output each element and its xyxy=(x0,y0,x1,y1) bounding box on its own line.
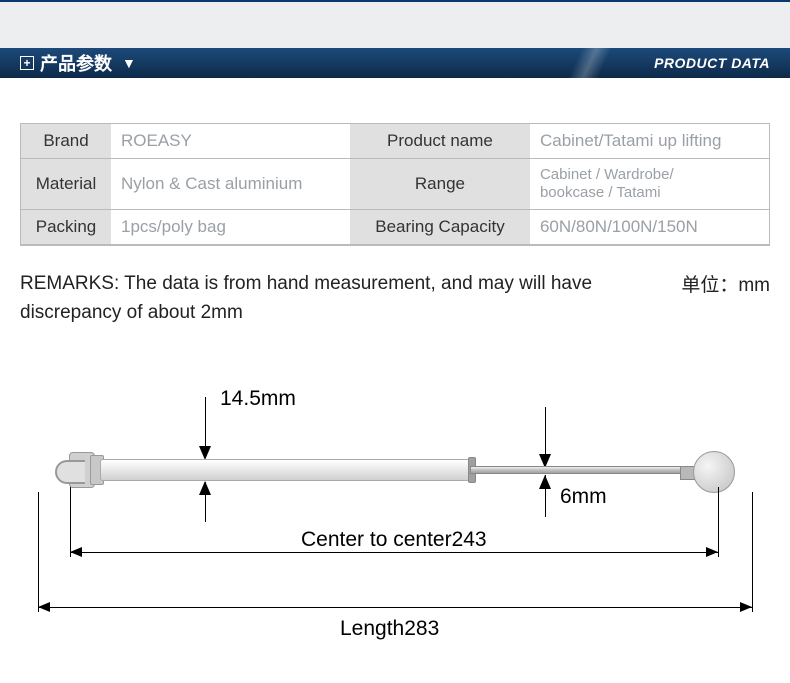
dim-label-length: Length283 xyxy=(340,617,439,641)
strut-hook-end xyxy=(55,452,95,490)
spec-value: Nylon & Cast aluminium xyxy=(111,159,350,210)
spec-value: 1pcs/poly bag xyxy=(111,210,350,245)
content: Brand ROEASY Product name Cabinet/Tatami… xyxy=(0,78,790,682)
spec-label: Range xyxy=(350,159,530,210)
dim-label-center: Center to center243 xyxy=(295,528,493,552)
table-row: Brand ROEASY Product name Cabinet/Tatami… xyxy=(21,124,769,159)
expand-icon: + xyxy=(20,56,34,70)
strut-cylinder xyxy=(100,459,470,481)
strut-rod xyxy=(470,466,690,474)
remarks-row: REMARKS: The data is from hand measureme… xyxy=(20,270,770,327)
dim-extension-line xyxy=(718,487,719,557)
chevron-down-icon: ▼ xyxy=(122,55,136,71)
gas-strut-illustration xyxy=(50,447,740,497)
spec-label: Brand xyxy=(21,124,111,159)
header-left: + 产品参数 ▼ xyxy=(20,50,136,76)
unit-label: 单位：mm xyxy=(681,270,770,297)
arrowhead-left-icon xyxy=(38,602,50,612)
spec-label: Product name xyxy=(350,124,530,159)
arrowhead-right-icon xyxy=(706,547,718,557)
spec-value: Cabinet/Tatami up lifting xyxy=(530,124,769,159)
spec-label: Packing xyxy=(21,210,111,245)
dim-label-body: 14.5mm xyxy=(220,387,296,411)
arrowhead-left-icon xyxy=(70,547,82,557)
spec-value: ROEASY xyxy=(111,124,350,159)
strut-bracket-end xyxy=(680,451,735,493)
spec-label: Bearing Capacity xyxy=(350,210,530,245)
table-row: Packing 1pcs/poly bag Bearing Capacity 6… xyxy=(21,210,769,245)
header-title-zh: 产品参数 xyxy=(40,50,112,76)
dim-line-center xyxy=(70,552,718,553)
dim-extension-line xyxy=(752,492,753,612)
dim-line-length xyxy=(38,607,752,608)
spec-value: 60N/80N/100N/150N xyxy=(530,210,769,245)
dim-extension-line xyxy=(38,492,39,612)
remarks-text: REMARKS: The data is from hand measureme… xyxy=(20,270,620,327)
dimension-diagram: 14.5mm 6mm xyxy=(20,382,770,662)
spec-value: Cabinet / Wardrobe/ bookcase / Tatami xyxy=(530,159,769,210)
header-title-en: PRODUCT DATA xyxy=(654,55,770,71)
arrowhead-right-icon xyxy=(740,602,752,612)
spec-table: Brand ROEASY Product name Cabinet/Tatami… xyxy=(20,123,770,246)
header-bar: + 产品参数 ▼ PRODUCT DATA xyxy=(0,48,790,78)
dim-arrow-line xyxy=(205,397,206,453)
table-row: Material Nylon & Cast aluminium Range Ca… xyxy=(21,159,769,210)
top-gray-bar xyxy=(0,0,790,48)
spec-label: Material xyxy=(21,159,111,210)
